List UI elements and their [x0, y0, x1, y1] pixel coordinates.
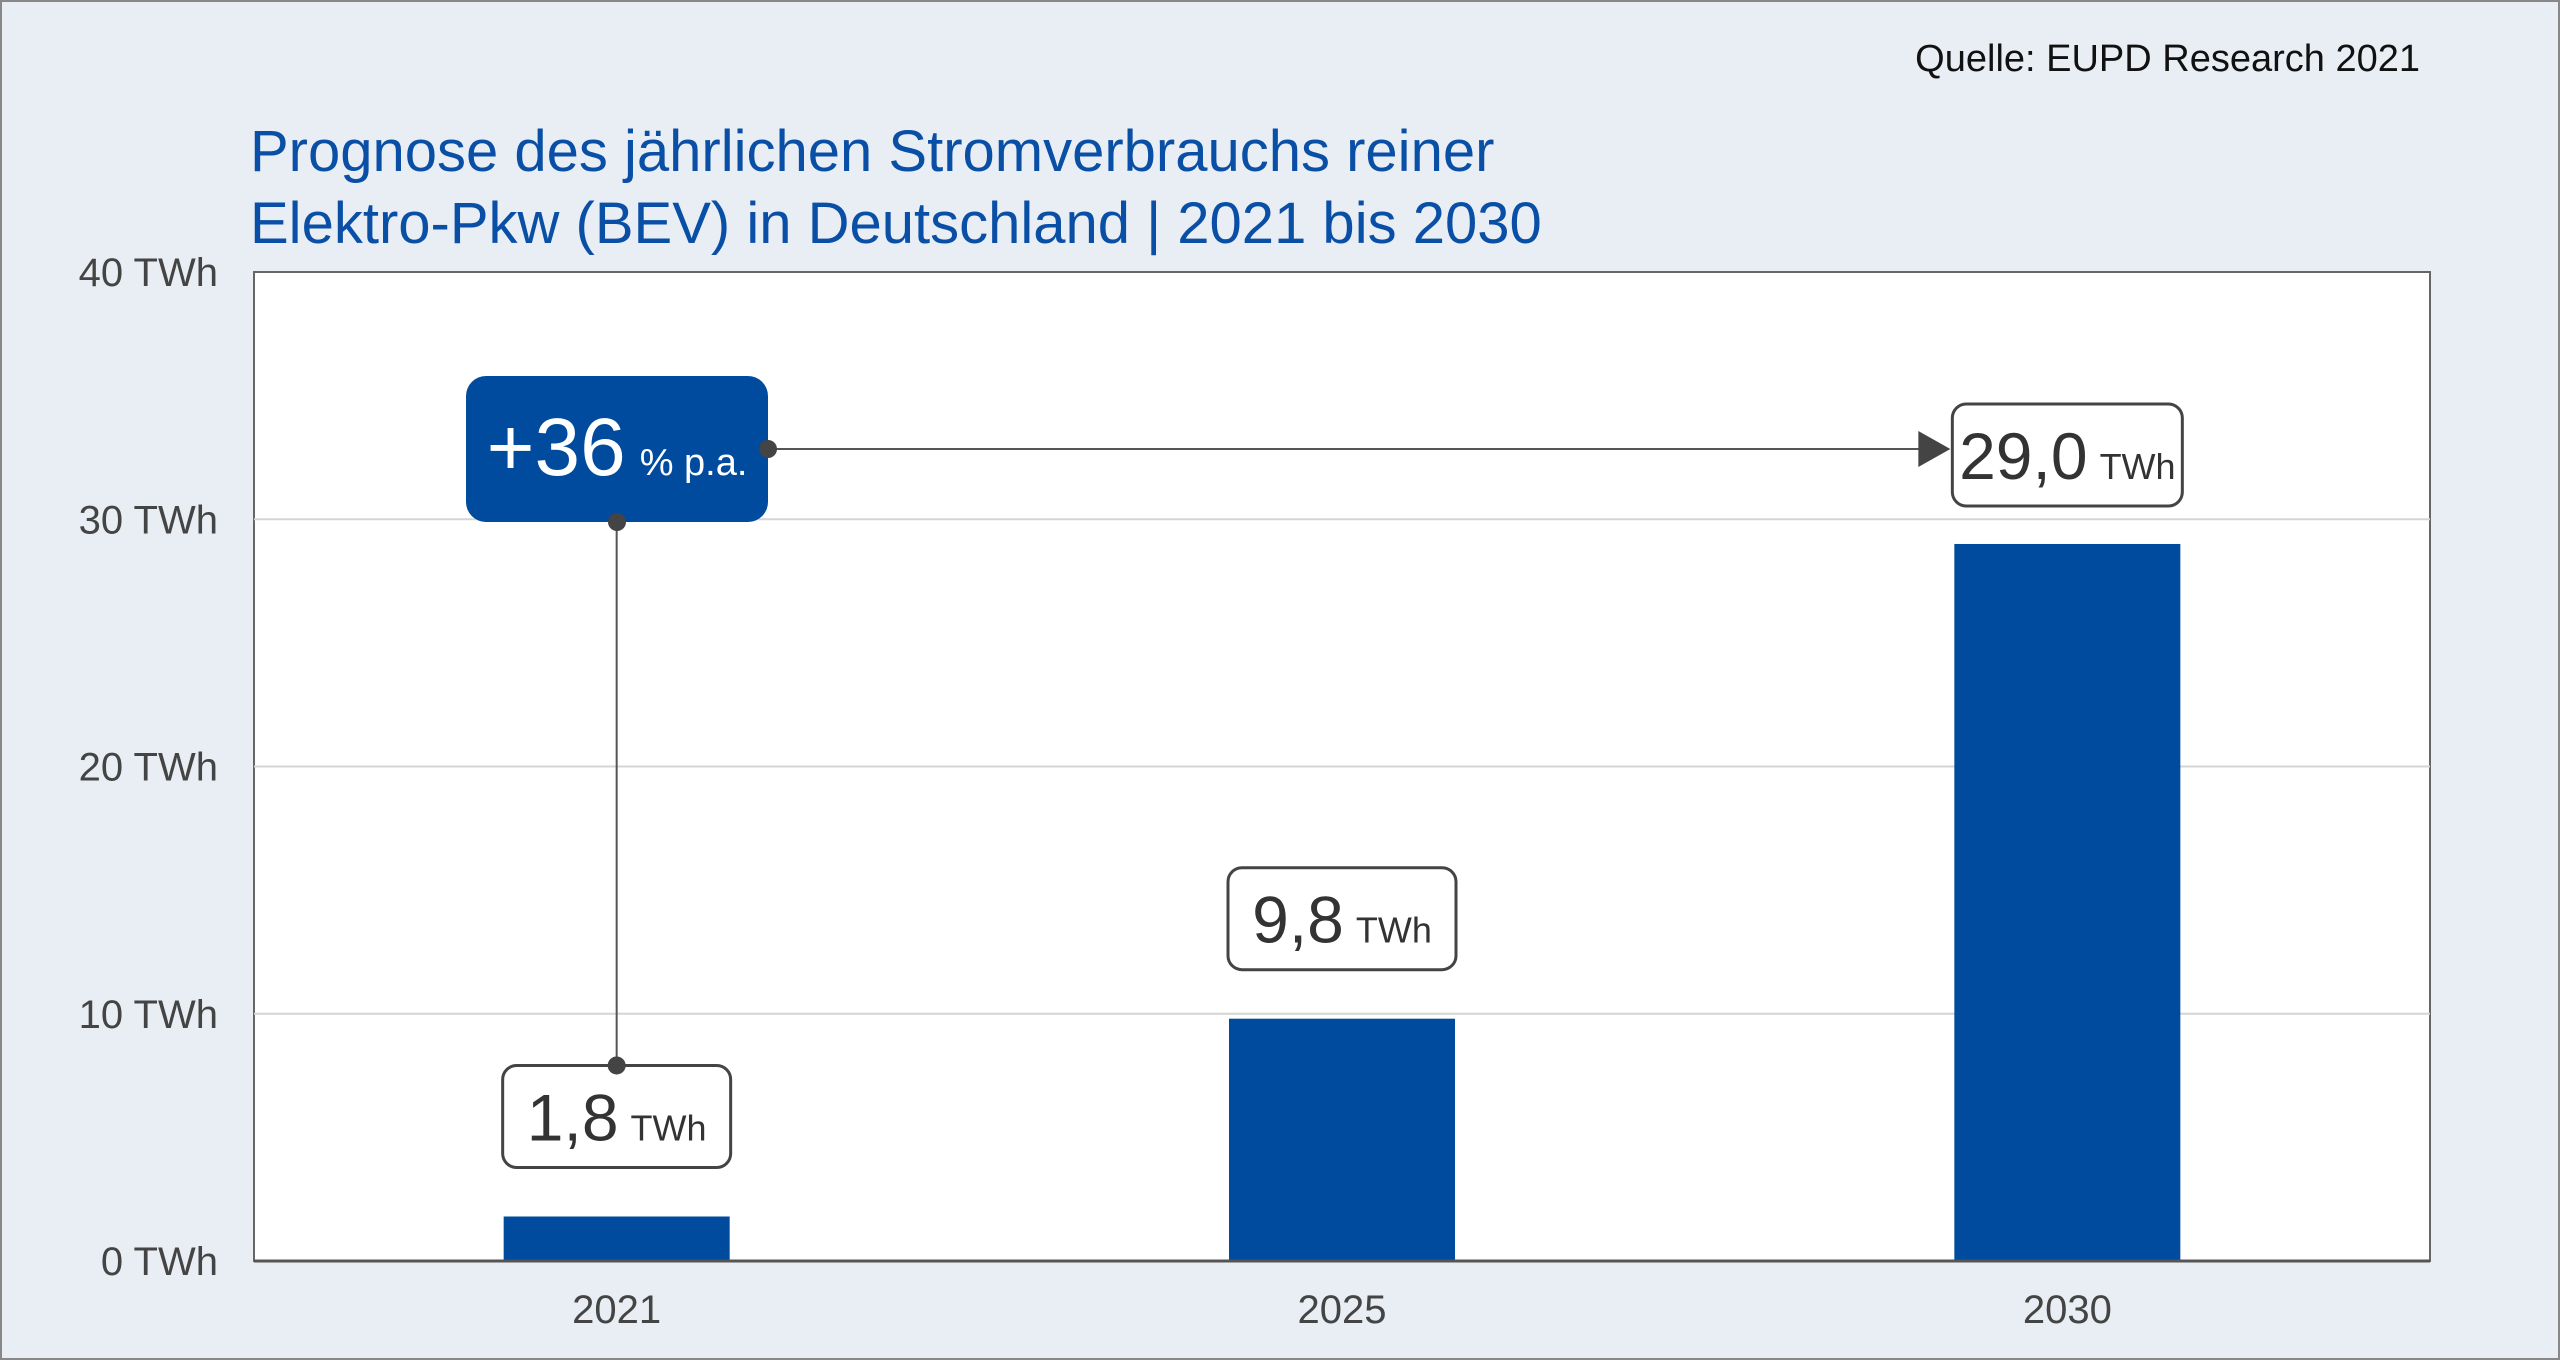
- source-note: Quelle: EUPD Research 2021: [1915, 38, 2420, 80]
- value-label-box: [1950, 402, 2184, 508]
- connector-dot: [608, 513, 626, 531]
- x-tick-label: 2025: [1298, 1288, 1387, 1332]
- chart-title-line-1: Prognose des jährlichen Stromverbrauchs …: [250, 119, 1495, 184]
- connector-dot: [759, 440, 777, 458]
- growth-unit: % p.a.: [640, 442, 748, 484]
- growth-annotation-box: [466, 376, 768, 522]
- value-label-number: 9,8: [1252, 883, 1344, 957]
- value-label: 1,8 TWh: [527, 1080, 707, 1154]
- y-tick-label: 10 TWh: [79, 993, 218, 1037]
- x-tick-label: 2021: [572, 1288, 661, 1332]
- value-label-unit: TWh: [1356, 910, 1432, 951]
- arrow-head: [1918, 431, 1951, 467]
- value-label-number: 1,8: [527, 1080, 619, 1154]
- bar-2030: [1954, 543, 2181, 1261]
- value-label: 9,8 TWh: [1252, 883, 1432, 957]
- value-label-unit: TWh: [2100, 446, 2176, 487]
- y-tick-label: 0 TWh: [101, 1240, 218, 1284]
- chart-title: Prognose des jährlichen Stromverbrauchs …: [250, 116, 1542, 260]
- value-label-unit: TWh: [631, 1107, 707, 1148]
- y-tick-label: 40 TWh: [79, 251, 218, 295]
- bar-2025: [1229, 1018, 1455, 1261]
- x-tick-label: 2030: [2023, 1288, 2112, 1332]
- value-label: 29,0 TWh: [1959, 419, 2175, 493]
- growth-annotation-text: +36 % p.a.: [487, 402, 748, 493]
- y-tick-label: 30 TWh: [79, 498, 218, 542]
- value-label-number: 29,0: [1959, 419, 2087, 493]
- growth-value: +36: [487, 402, 626, 493]
- connector-dot: [607, 1056, 626, 1075]
- chart-title-line-2: Elektro-Pkw (BEV) in Deutschland | 2021 …: [250, 191, 1542, 256]
- bar-2021: [503, 1216, 730, 1261]
- y-tick-label: 20 TWh: [79, 746, 218, 790]
- value-label-box: [1226, 866, 1458, 972]
